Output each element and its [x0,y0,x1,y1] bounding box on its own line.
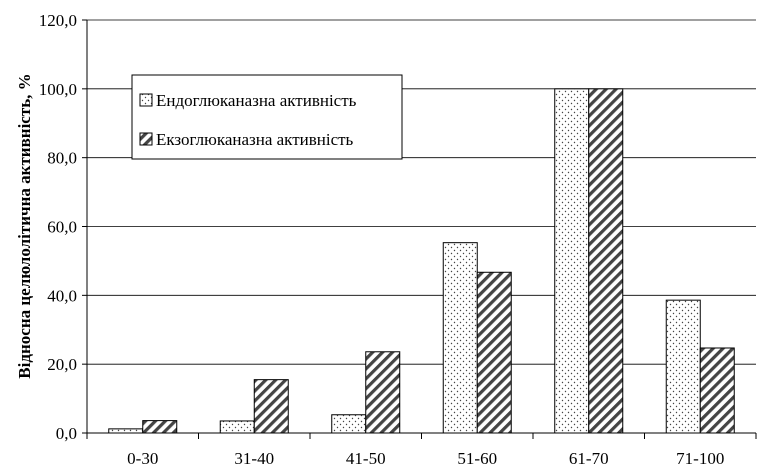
bar-exo-51-60 [476,271,512,434]
bar-endo-71-100 [665,299,701,434]
y-tick-label: 80,0 [47,149,77,168]
bar-endo-31-40 [219,420,255,434]
y-tick-label: 60,0 [47,218,77,237]
bar-exo-61-70 [588,88,624,434]
legend-box [131,74,403,160]
x-tick-label: 41-50 [346,449,386,468]
y-axis-title: Відносна целюлолітична активність, % [15,73,34,378]
x-tick-label: 61-70 [569,449,609,468]
bar-exo-0-30 [142,420,178,434]
y-tick-label: 20,0 [47,355,77,374]
bar-exo-41-50 [365,351,401,434]
bar-endo-61-70 [554,88,590,434]
x-tick-label: 31-40 [234,449,274,468]
grid-lines [87,19,756,365]
axes [82,19,757,439]
legend-label-exo: Екзоглюканазна активність [156,130,354,149]
bar-endo-51-60 [442,242,478,434]
x-tick-label: 51-60 [457,449,497,468]
y-tick-label: 40,0 [47,286,77,305]
tick-labels: 0,0 20,0 40,0 60,0 80,0 100,0 120,0 0-30 31-40 41… [39,11,725,468]
legend-label-endo: Ендоглюканазна активність [156,91,357,110]
bar-endo-41-50 [331,414,367,434]
x-tick-label: 71-100 [676,449,724,468]
y-tick-label: 0,0 [56,424,77,443]
bar-endo-0-30 [108,428,144,434]
x-tick-label: 0-30 [127,449,158,468]
bars [108,88,735,434]
y-tick-label: 100,0 [39,80,77,99]
bar-exo-31-40 [253,379,289,434]
legend-swatch-endo [139,93,153,107]
y-tick-label: 120,0 [39,11,77,30]
bar-exo-71-100 [699,347,735,434]
legend-swatch-exo [139,132,153,146]
legend: Ендоглюканазна активність Екзоглюканазна… [131,74,403,160]
